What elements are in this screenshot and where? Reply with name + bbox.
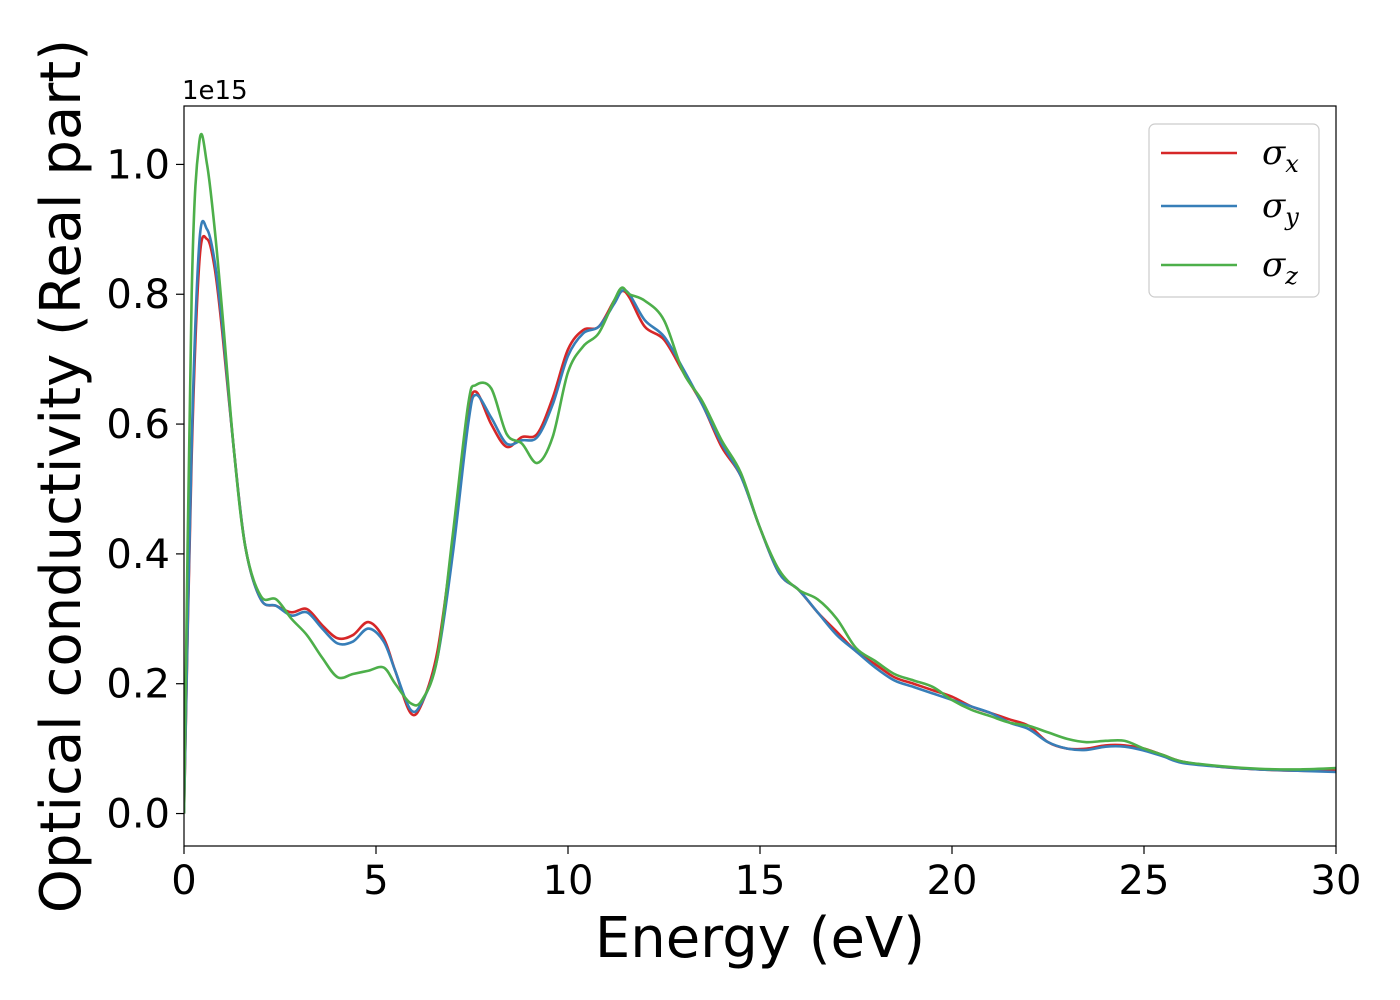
y-tick-label: 0.8	[106, 272, 170, 318]
series-line-z	[184, 132, 1336, 814]
series-layer	[184, 132, 1336, 814]
x-axis-label: Energy (eV)	[595, 906, 925, 971]
x-tick-label: 25	[1119, 858, 1170, 904]
x-tick-label: 0	[171, 858, 196, 904]
x-tick-label: 20	[927, 858, 978, 904]
legend-label-y: σy	[1262, 186, 1299, 231]
legend: σx σy σz	[1148, 123, 1320, 298]
y-tick-label: 1.0	[106, 142, 170, 188]
legend-box	[1148, 123, 1320, 298]
x-tick-label: 15	[735, 858, 786, 904]
y-tick-label: 0.0	[106, 792, 170, 838]
y-tick-label: 0.4	[106, 532, 170, 578]
x-tick-label: 5	[363, 858, 388, 904]
y-tick-label: 0.2	[106, 662, 170, 708]
x-tick-label: 10	[543, 858, 594, 904]
x-tick-label: 30	[1311, 858, 1362, 904]
legend-label-z: σz	[1262, 245, 1298, 290]
legend-label-x: σx	[1262, 133, 1299, 178]
y-tick-label: 0.6	[106, 402, 170, 448]
y-axis-ticks: 0.0 0.2 0.4 0.6 0.8 1.0	[106, 142, 184, 838]
x-axis-ticks: 0 5 10 15 20 25 30	[171, 846, 1361, 904]
y-axis-label: Optical conductivity (Real part)	[29, 39, 94, 913]
y-offset-label: 1e15	[182, 76, 248, 106]
